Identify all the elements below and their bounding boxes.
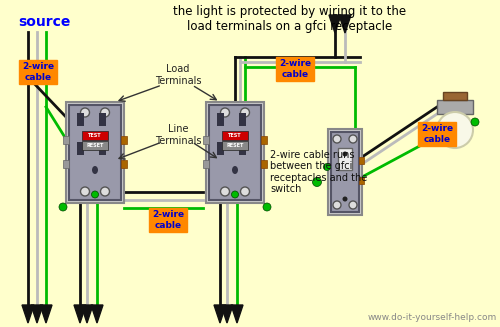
Ellipse shape xyxy=(349,135,357,143)
Bar xyxy=(328,129,362,215)
Bar xyxy=(99,113,106,126)
Ellipse shape xyxy=(437,112,473,148)
Bar xyxy=(222,141,248,150)
Bar xyxy=(443,92,467,100)
Polygon shape xyxy=(91,305,103,323)
Polygon shape xyxy=(31,305,43,323)
Bar xyxy=(338,148,352,170)
Text: the light is protected by wiring it to the
load terminals on a gfci receptacle: the light is protected by wiring it to t… xyxy=(174,5,406,33)
Bar xyxy=(66,101,124,202)
Polygon shape xyxy=(214,305,226,323)
Ellipse shape xyxy=(342,197,347,201)
Bar xyxy=(261,136,267,144)
Text: RESET: RESET xyxy=(226,143,244,148)
Ellipse shape xyxy=(324,164,330,170)
Polygon shape xyxy=(221,305,233,323)
Ellipse shape xyxy=(471,118,479,126)
Ellipse shape xyxy=(220,108,230,117)
Ellipse shape xyxy=(92,191,98,198)
Text: TEST: TEST xyxy=(88,133,102,138)
Ellipse shape xyxy=(333,201,341,209)
Bar xyxy=(359,177,364,184)
Polygon shape xyxy=(81,305,93,323)
Bar xyxy=(261,160,267,168)
Text: 2-wire cable runs
between the gfci
receptacles and the
switch: 2-wire cable runs between the gfci recep… xyxy=(270,149,367,194)
Ellipse shape xyxy=(59,203,67,211)
Bar xyxy=(77,113,84,126)
Ellipse shape xyxy=(333,135,341,143)
Bar xyxy=(77,142,84,155)
Bar xyxy=(69,105,121,199)
Bar xyxy=(222,131,248,140)
Bar xyxy=(206,101,264,202)
Bar xyxy=(437,100,473,114)
Ellipse shape xyxy=(349,201,357,209)
Bar xyxy=(217,113,224,126)
Ellipse shape xyxy=(263,203,271,211)
Bar xyxy=(331,132,359,212)
Ellipse shape xyxy=(240,187,250,196)
Text: Line
Terminals: Line Terminals xyxy=(155,124,201,146)
Bar xyxy=(239,142,246,155)
Bar xyxy=(209,105,261,199)
Bar xyxy=(239,113,246,126)
Ellipse shape xyxy=(240,108,250,117)
Text: source: source xyxy=(18,15,70,29)
Text: 2-wire
cable: 2-wire cable xyxy=(22,62,54,82)
Ellipse shape xyxy=(100,187,110,196)
Polygon shape xyxy=(339,15,351,33)
Bar xyxy=(359,157,364,164)
Text: RESET: RESET xyxy=(86,143,104,148)
Bar xyxy=(82,141,108,150)
Text: 2-wire
cable: 2-wire cable xyxy=(421,124,453,144)
Polygon shape xyxy=(74,305,86,323)
Bar xyxy=(63,136,69,144)
Text: 2-wire
cable: 2-wire cable xyxy=(152,210,184,230)
Bar xyxy=(82,131,108,140)
Bar xyxy=(63,160,69,168)
Bar xyxy=(99,142,106,155)
Bar xyxy=(121,136,127,144)
Bar xyxy=(217,142,224,155)
Bar xyxy=(121,160,127,168)
Ellipse shape xyxy=(232,191,238,198)
Text: Load
Terminals: Load Terminals xyxy=(155,64,201,86)
Ellipse shape xyxy=(342,151,347,157)
Ellipse shape xyxy=(100,108,110,117)
Ellipse shape xyxy=(312,178,322,186)
Ellipse shape xyxy=(80,108,90,117)
Polygon shape xyxy=(231,305,243,323)
Ellipse shape xyxy=(92,166,98,174)
Text: www.do-it-yourself-help.com: www.do-it-yourself-help.com xyxy=(368,313,497,322)
Ellipse shape xyxy=(80,187,90,196)
Text: TEST: TEST xyxy=(228,133,242,138)
Bar xyxy=(203,160,209,168)
Ellipse shape xyxy=(220,187,230,196)
Polygon shape xyxy=(40,305,52,323)
Polygon shape xyxy=(329,15,341,33)
Polygon shape xyxy=(22,305,34,323)
Ellipse shape xyxy=(232,166,238,174)
Bar xyxy=(203,136,209,144)
Text: 2-wire
cable: 2-wire cable xyxy=(279,59,311,79)
